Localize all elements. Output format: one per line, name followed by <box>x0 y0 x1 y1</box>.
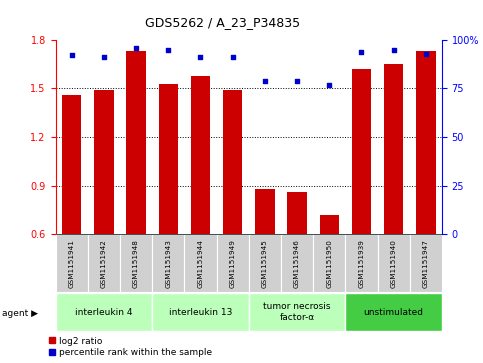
Bar <box>62 95 81 234</box>
Text: GSM1151939: GSM1151939 <box>358 239 365 287</box>
Point <box>229 54 237 60</box>
Text: GSM1151940: GSM1151940 <box>391 239 397 287</box>
Text: GSM1151946: GSM1151946 <box>294 239 300 287</box>
Point <box>100 54 108 60</box>
Bar <box>416 51 436 234</box>
Text: GDS5262 / A_23_P34835: GDS5262 / A_23_P34835 <box>144 16 300 29</box>
Bar <box>56 234 88 292</box>
Text: agent ▶: agent ▶ <box>2 310 39 318</box>
Text: GSM1151948: GSM1151948 <box>133 239 139 287</box>
Bar <box>281 234 313 292</box>
Bar <box>152 234 185 292</box>
Text: GSM1151942: GSM1151942 <box>101 239 107 287</box>
Bar <box>216 234 249 292</box>
Point <box>293 78 301 83</box>
Point <box>132 45 140 50</box>
Point <box>197 54 204 60</box>
Point <box>164 47 172 53</box>
Bar <box>223 90 242 234</box>
Text: GSM1151949: GSM1151949 <box>229 239 236 287</box>
Text: interleukin 13: interleukin 13 <box>169 308 232 317</box>
Point <box>422 50 430 56</box>
Point <box>326 82 333 87</box>
Point <box>390 47 398 53</box>
Point <box>68 53 75 58</box>
Bar <box>384 64 403 234</box>
Text: unstimulated: unstimulated <box>364 308 424 317</box>
Text: GSM1151947: GSM1151947 <box>423 239 429 287</box>
Bar <box>152 293 249 331</box>
Bar <box>249 234 281 292</box>
Text: GSM1151950: GSM1151950 <box>326 239 332 287</box>
Bar <box>94 90 114 234</box>
Bar <box>352 69 371 234</box>
Point <box>357 49 365 54</box>
Bar <box>185 234 216 292</box>
Text: GSM1151941: GSM1151941 <box>69 239 75 287</box>
Bar <box>320 215 339 234</box>
Bar <box>255 189 274 234</box>
Bar <box>345 234 378 292</box>
Bar <box>410 234 442 292</box>
Bar <box>249 293 345 331</box>
Bar <box>345 293 442 331</box>
Bar <box>158 83 178 234</box>
Bar <box>191 76 210 234</box>
Text: tumor necrosis
factor-α: tumor necrosis factor-α <box>263 302 331 322</box>
Bar <box>313 234 345 292</box>
Legend: log2 ratio, percentile rank within the sample: log2 ratio, percentile rank within the s… <box>48 337 212 357</box>
Text: GSM1151945: GSM1151945 <box>262 239 268 287</box>
Bar <box>378 234 410 292</box>
Bar <box>127 51 146 234</box>
Bar <box>56 293 152 331</box>
Text: GSM1151943: GSM1151943 <box>165 239 171 287</box>
Bar <box>120 234 152 292</box>
Text: GSM1151944: GSM1151944 <box>198 239 203 287</box>
Bar <box>287 192 307 234</box>
Point <box>261 78 269 83</box>
Text: interleukin 4: interleukin 4 <box>75 308 133 317</box>
Bar <box>88 234 120 292</box>
